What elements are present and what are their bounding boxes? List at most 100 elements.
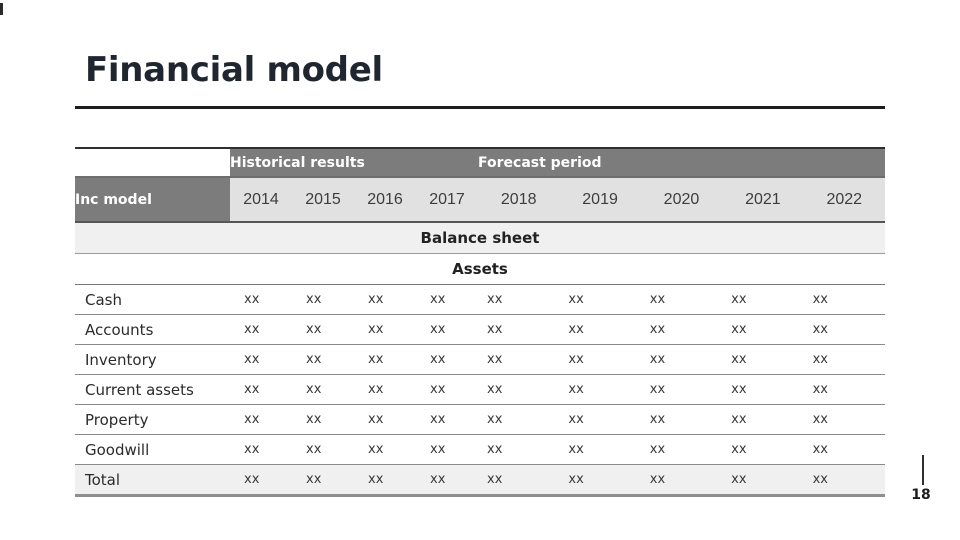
cell-value: xx	[559, 464, 641, 497]
cell-value: xx	[230, 404, 292, 435]
financial-model-table: Historical results Forecast period Inc m…	[75, 147, 885, 497]
row-label: Cash	[75, 284, 230, 315]
cell-value: xx	[722, 344, 804, 375]
assets-section-label: Assets	[75, 253, 885, 285]
cell-value: xx	[478, 464, 560, 497]
cell-value: xx	[354, 434, 416, 465]
row-label: Current assets	[75, 374, 230, 405]
cell-value: xx	[559, 344, 641, 375]
cell-value: xx	[722, 464, 804, 497]
cell-value: xx	[354, 344, 416, 375]
year-header: 2019	[559, 177, 641, 223]
cell-value: xx	[722, 374, 804, 405]
page-number: 18	[911, 487, 931, 503]
cell-value: xx	[354, 404, 416, 435]
cell-value: xx	[416, 404, 478, 435]
cell-value: xx	[292, 314, 354, 345]
cell-value: xx	[640, 434, 723, 465]
cell-value: xx	[478, 344, 560, 375]
table-row-goodwill: Goodwill xx xx xx xx xx xx xx xx xx	[75, 434, 885, 465]
cell-value: xx	[803, 404, 885, 435]
assets-section-row: Assets	[75, 253, 885, 285]
cell-value: xx	[416, 314, 478, 345]
cell-value: xx	[803, 434, 885, 465]
cell-value: xx	[354, 374, 416, 405]
cell-value: xx	[559, 284, 641, 315]
balance-sheet-section-row: Balance sheet	[75, 222, 885, 254]
cell-value: xx	[230, 314, 292, 345]
cell-value: xx	[354, 284, 416, 315]
page-number-divider	[922, 455, 924, 485]
year-header: 2014	[230, 177, 292, 223]
period-band-row: Historical results Forecast period	[75, 147, 885, 178]
page-title: Financial model	[85, 50, 383, 90]
title-underline	[75, 106, 885, 109]
table-row-property: Property xx xx xx xx xx xx xx xx xx	[75, 404, 885, 435]
cell-value: xx	[416, 284, 478, 315]
year-header: 2016	[354, 177, 416, 223]
cell-value: xx	[416, 434, 478, 465]
cell-value: xx	[722, 404, 804, 435]
year-header: 2021	[722, 177, 804, 223]
years-header-row: Inc model 2014 2015 2016 2017 2018 2019 …	[75, 177, 885, 223]
cell-value: xx	[416, 374, 478, 405]
cell-value: xx	[640, 284, 723, 315]
cell-value: xx	[230, 374, 292, 405]
cell-value: xx	[478, 314, 560, 345]
cell-value: xx	[230, 344, 292, 375]
balance-sheet-section-label: Balance sheet	[75, 222, 885, 254]
table-row-current-assets: Current assets xx xx xx xx xx xx xx xx x…	[75, 374, 885, 405]
table-row-inventory: Inventory xx xx xx xx xx xx xx xx xx	[75, 344, 885, 375]
cell-value: xx	[803, 374, 885, 405]
cell-value: xx	[640, 374, 723, 405]
cell-value: xx	[803, 284, 885, 315]
cell-value: xx	[416, 464, 478, 497]
cell-value: xx	[230, 464, 292, 497]
cell-value: xx	[292, 404, 354, 435]
cell-value: xx	[292, 284, 354, 315]
cell-value: xx	[230, 434, 292, 465]
cell-value: xx	[640, 404, 723, 435]
cell-value: xx	[803, 314, 885, 345]
cell-value: xx	[416, 344, 478, 375]
cell-value: xx	[478, 434, 560, 465]
year-header: 2020	[640, 177, 723, 223]
band-empty-cell	[75, 147, 230, 178]
cell-value: xx	[722, 314, 804, 345]
row-label: Total	[75, 464, 230, 497]
edge-artifact-mark	[0, 3, 3, 15]
table-row-cash: Cash xx xx xx xx xx xx xx xx xx	[75, 284, 885, 315]
row-label: Inventory	[75, 344, 230, 375]
row-label: Property	[75, 404, 230, 435]
cell-value: xx	[292, 374, 354, 405]
cell-value: xx	[354, 314, 416, 345]
cell-value: xx	[803, 464, 885, 497]
cell-value: xx	[640, 314, 723, 345]
inc-model-label: Inc model	[75, 177, 230, 223]
cell-value: xx	[722, 434, 804, 465]
cell-value: xx	[478, 284, 560, 315]
cell-value: xx	[559, 314, 641, 345]
table-row-total: Total xx xx xx xx xx xx xx xx xx	[75, 464, 885, 497]
table-row-accounts: Accounts xx xx xx xx xx xx xx xx xx	[75, 314, 885, 345]
year-header: 2015	[292, 177, 354, 223]
year-header: 2017	[416, 177, 478, 223]
cell-value: xx	[292, 434, 354, 465]
forecast-period-header: Forecast period	[478, 147, 885, 178]
cell-value: xx	[292, 344, 354, 375]
cell-value: xx	[559, 404, 641, 435]
year-header: 2018	[478, 177, 560, 223]
cell-value: xx	[803, 344, 885, 375]
cell-value: xx	[640, 464, 723, 497]
cell-value: xx	[230, 284, 292, 315]
historical-results-header: Historical results	[230, 147, 478, 178]
cell-value: xx	[559, 434, 641, 465]
cell-value: xx	[354, 464, 416, 497]
cell-value: xx	[478, 404, 560, 435]
cell-value: xx	[292, 464, 354, 497]
cell-value: xx	[478, 374, 560, 405]
year-header: 2022	[803, 177, 885, 223]
row-label: Accounts	[75, 314, 230, 345]
cell-value: xx	[559, 374, 641, 405]
